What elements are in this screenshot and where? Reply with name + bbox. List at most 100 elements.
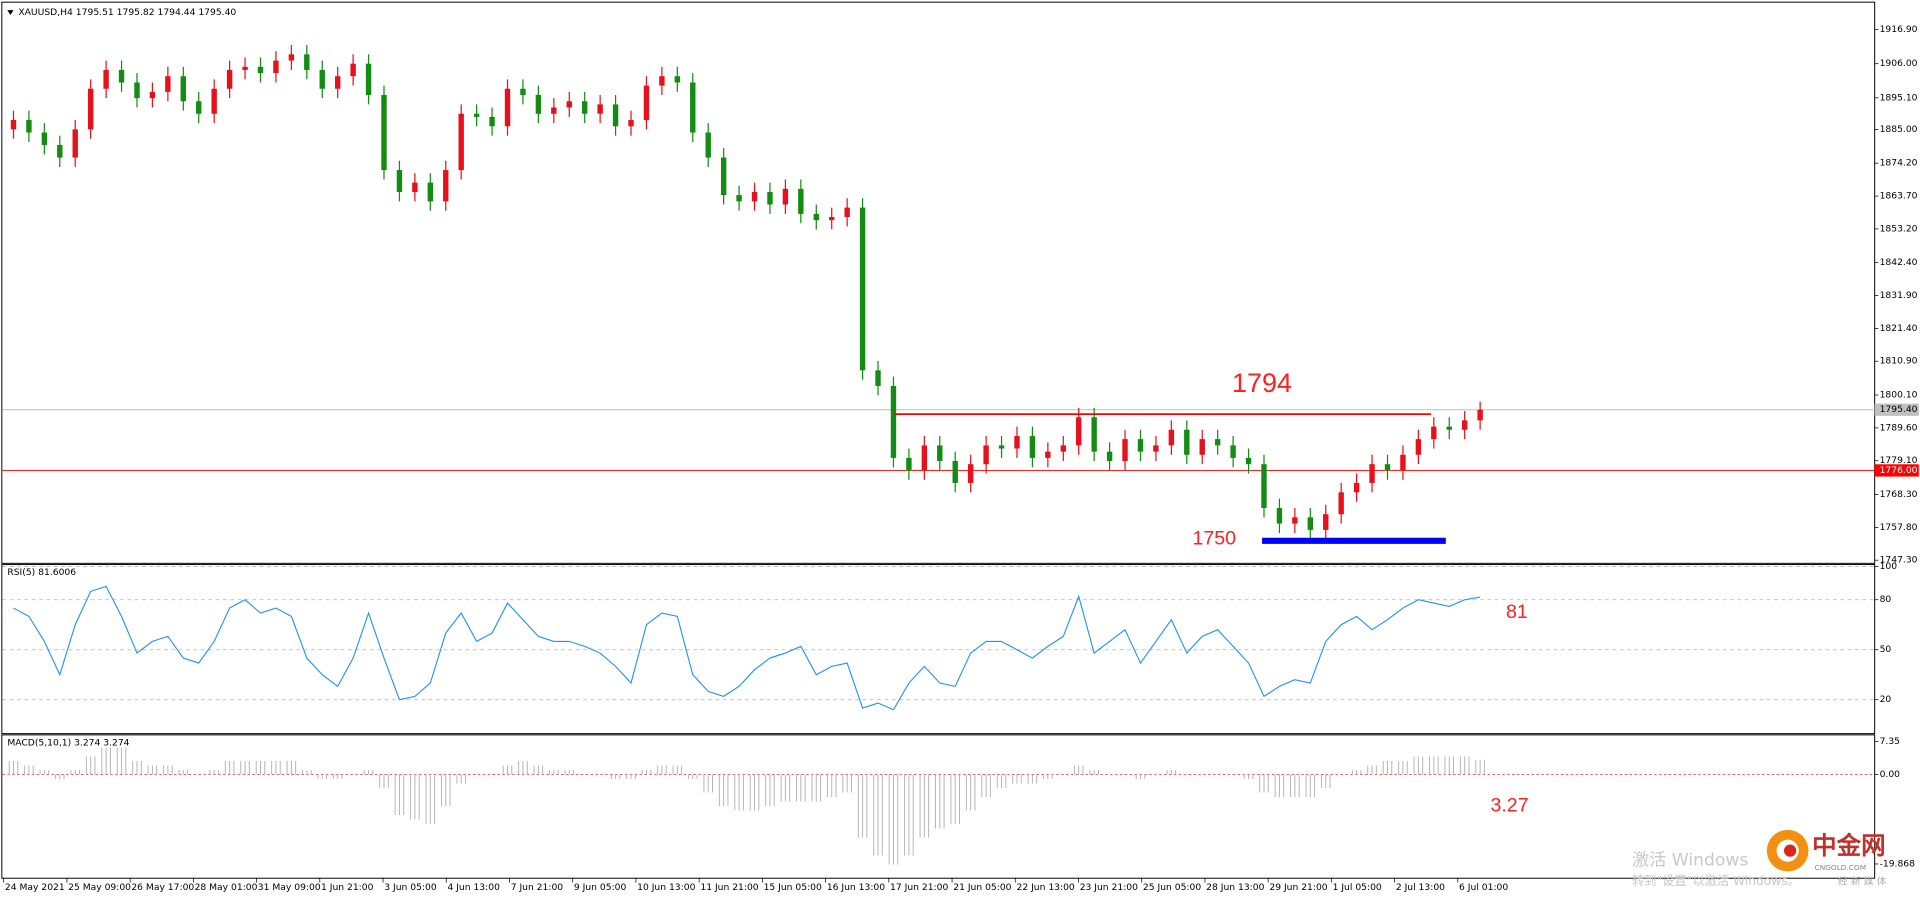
watermark-line1: 激活 Windows <box>1632 850 1748 870</box>
candle-body <box>118 69 125 83</box>
candle-body <box>226 69 233 89</box>
candle-body <box>1029 436 1036 458</box>
x-tick-label: 23 Jun 21:00 <box>1080 882 1138 893</box>
x-tick-label: 28 Jun 13:00 <box>1206 882 1264 893</box>
candle-body <box>890 385 897 458</box>
menu-arrow <box>7 10 14 16</box>
candle-body <box>1091 417 1097 452</box>
candle-body <box>1477 409 1483 421</box>
y-tick-label: 1789.60 <box>1880 422 1918 433</box>
candle-body <box>504 88 511 127</box>
rsi-title: RSI(5) 81.6006 <box>7 567 76 578</box>
candle-body <box>1261 464 1267 508</box>
x-tick-label: 31 May 09:00 <box>258 882 321 893</box>
candle-body <box>751 191 758 202</box>
annotation: 3.27 <box>1490 795 1528 817</box>
candle-body <box>319 69 325 89</box>
candle-body <box>1122 439 1128 462</box>
x-tick-label: 15 Jun 05:00 <box>764 882 822 893</box>
x-tick-label: 22 Jun 13:00 <box>1016 882 1074 893</box>
candle-body <box>937 445 943 462</box>
candle-body <box>427 182 434 202</box>
candle-body <box>1276 507 1283 524</box>
candle-body <box>612 104 619 127</box>
candle-body <box>813 213 819 221</box>
candle-body <box>767 191 773 205</box>
candle-body <box>1245 457 1252 465</box>
y-tick-label: 1842.40 <box>1880 257 1918 268</box>
candle-body <box>1137 439 1144 452</box>
logo-icon-dot <box>1783 844 1797 857</box>
price-label-box <box>1874 464 1919 477</box>
candle-body <box>381 94 387 171</box>
y-tick-label: 80 <box>1880 594 1892 605</box>
watermark-line2: 转到"设置"以激活 Windows。 <box>1632 873 1800 888</box>
candle-body <box>844 207 850 218</box>
candle-body <box>1199 439 1205 455</box>
candle-body <box>967 464 974 483</box>
candle-body <box>643 85 650 121</box>
y-tick-label: 1757.80 <box>1880 522 1918 533</box>
candle-body <box>334 76 341 89</box>
candle-body <box>196 101 202 114</box>
candle-body <box>520 88 526 95</box>
candle-body <box>1292 517 1298 524</box>
y-tick-label: 1810.90 <box>1880 356 1918 367</box>
candle-body <box>273 60 279 74</box>
y-tick-label: 0.00 <box>1880 769 1901 780</box>
annotation: 81 <box>1506 601 1528 623</box>
candle-body <box>1045 451 1051 458</box>
candle-body <box>1214 439 1221 446</box>
price-label-box <box>1874 403 1919 416</box>
candle-body <box>473 113 480 117</box>
candle-body <box>211 88 217 114</box>
candle-body <box>1153 445 1159 452</box>
y-tick-label: 1885.00 <box>1880 124 1918 135</box>
candle-body <box>983 445 989 465</box>
y-tick-label: 1747.30 <box>1880 555 1918 566</box>
x-tick-label: 16 Jun 13:00 <box>827 882 885 893</box>
macd-pane <box>1 734 1876 879</box>
candle-body <box>998 445 1005 449</box>
candle-body <box>906 457 912 471</box>
candle-body <box>875 370 881 386</box>
y-tick-label: 1821.40 <box>1880 323 1918 334</box>
candle-body <box>1446 426 1452 430</box>
candle-body <box>1461 420 1468 430</box>
annotation: 1794 <box>1232 368 1292 398</box>
rsi-line <box>13 585 1481 711</box>
candle-body <box>1384 464 1391 471</box>
logo-tag: 经 新 媒 体 <box>1838 874 1887 887</box>
candle-body <box>1060 445 1066 452</box>
candle-body <box>87 88 94 130</box>
candle-body <box>720 157 727 196</box>
candle-body <box>1307 517 1314 530</box>
candle-body <box>859 207 866 371</box>
y-tick-label: 1863.70 <box>1880 191 1918 202</box>
candle-body <box>288 54 295 61</box>
candle-body <box>1353 482 1360 493</box>
x-tick-label: 2 Jul 13:00 <box>1396 882 1445 893</box>
x-tick-label: 9 Jun 05:00 <box>574 882 627 893</box>
x-tick-label: 4 Jun 13:00 <box>447 882 500 893</box>
y-tick-label: 1779.10 <box>1880 455 1918 466</box>
candle-body <box>782 188 789 205</box>
x-tick-label: 1 Jun 21:00 <box>321 882 374 893</box>
candle-body <box>1369 464 1375 483</box>
candle-body <box>26 120 32 133</box>
candle-body <box>705 132 711 158</box>
candle-body <box>304 54 310 70</box>
candle-body <box>257 66 264 74</box>
y-tick-label: 20 <box>1880 694 1892 705</box>
y-tick-label: 100 <box>1880 561 1898 572</box>
x-tick-label: 28 May 01:00 <box>195 882 258 893</box>
candle-body <box>566 101 572 108</box>
candle-body <box>149 91 156 99</box>
candle-body <box>165 76 171 92</box>
y-tick-label: 1831.90 <box>1880 290 1918 301</box>
candle-body <box>489 116 495 127</box>
candle-body <box>396 170 403 192</box>
x-tick-label: 17 Jun 21:00 <box>890 882 948 893</box>
